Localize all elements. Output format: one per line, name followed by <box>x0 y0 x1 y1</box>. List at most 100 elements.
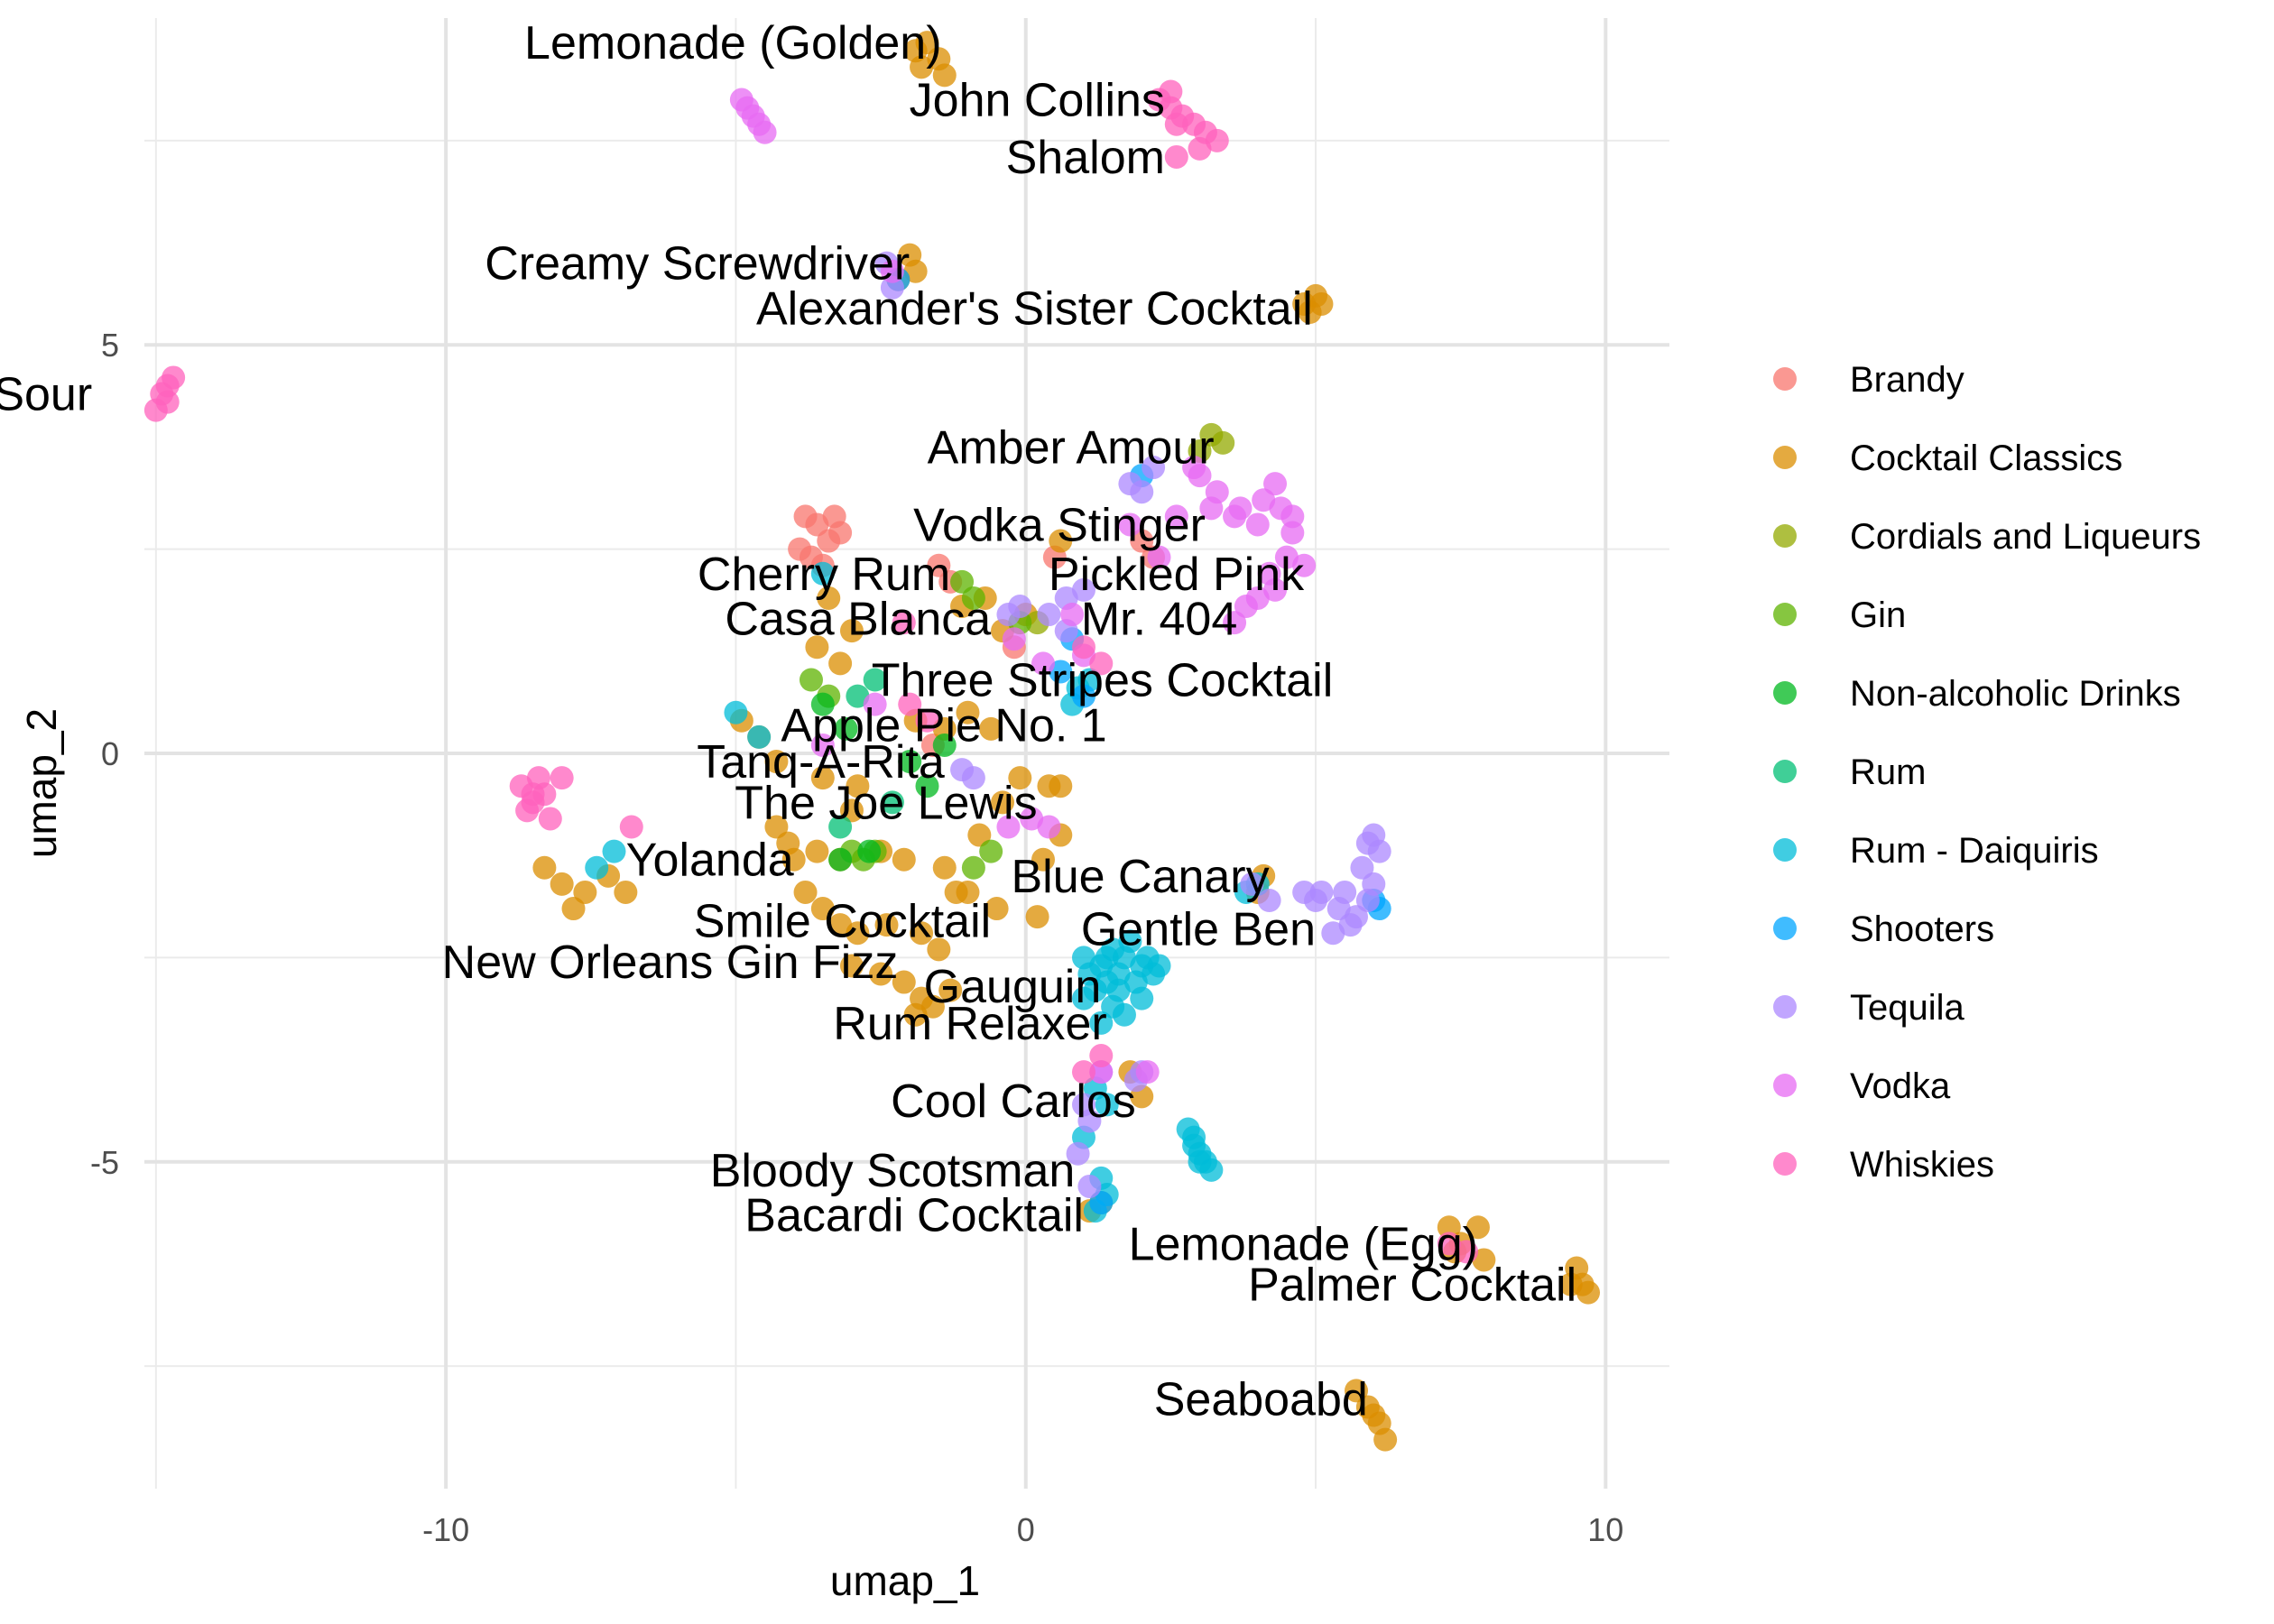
legend-label: Vodka <box>1850 1066 1951 1106</box>
data-point <box>1558 1272 1583 1296</box>
data-point <box>1223 504 1247 529</box>
data-point <box>903 39 928 63</box>
legend-key <box>1773 446 1797 469</box>
data-point <box>1020 807 1044 831</box>
data-point <box>1031 847 1056 872</box>
data-point <box>903 1002 928 1027</box>
data-point <box>1263 472 1288 496</box>
legend-label: Gin <box>1850 595 1906 635</box>
data-point <box>1142 456 1166 480</box>
data-point <box>1135 1060 1160 1084</box>
data-point <box>753 120 777 144</box>
data-point <box>863 692 887 716</box>
data-point <box>979 716 1003 741</box>
data-point <box>1338 913 1363 937</box>
point-label: Seaboabd <box>1154 1373 1368 1426</box>
data-point <box>1211 430 1235 455</box>
data-point <box>828 847 853 872</box>
data-point <box>1362 823 1386 847</box>
data-point <box>764 750 789 774</box>
y-tick-label: 5 <box>101 327 119 364</box>
x-axis-title: umap_1 <box>830 1557 980 1604</box>
data-point <box>932 733 957 757</box>
data-point <box>1071 1060 1095 1084</box>
data-point <box>585 855 609 880</box>
data-point <box>1089 1010 1114 1035</box>
data-point <box>1437 1232 1461 1256</box>
data-point <box>1576 1280 1601 1305</box>
data-point <box>880 275 904 300</box>
legend-item: Rum - Daiquiris <box>1773 831 2099 871</box>
x-tick-label: 0 <box>1017 1511 1035 1548</box>
data-point <box>1465 1215 1490 1240</box>
data-point <box>1280 521 1305 545</box>
legend-label: Brandy <box>1850 360 1964 400</box>
x-axis-ticks: -10 0 10 <box>422 1511 1623 1548</box>
legend: Brandy Cocktail Classics Cordials and Liqu… <box>1773 360 2201 1185</box>
data-point <box>846 774 870 798</box>
legend-item: Cocktail Classics <box>1773 438 2122 478</box>
data-point <box>550 872 574 896</box>
y-tick-label: 0 <box>101 735 119 772</box>
data-point <box>834 716 858 741</box>
data-point <box>1095 1093 1119 1117</box>
legend-key <box>1773 917 1797 940</box>
data-point <box>1345 1379 1369 1403</box>
data-point <box>1188 1149 1212 1174</box>
legend-item: Vodka <box>1773 1066 1951 1106</box>
point-label: Cherry Rum <box>698 549 950 601</box>
data-point <box>920 994 945 1019</box>
point-label: Lemonade (Golden) <box>524 17 942 69</box>
data-point <box>1292 880 1317 904</box>
point-label: The Joe Lewis <box>735 777 1037 829</box>
legend-key <box>1773 1152 1797 1176</box>
point-label: Jitterbug Sour <box>0 369 92 421</box>
point-label: Bloody Scotsman <box>710 1145 1076 1197</box>
data-point <box>950 758 975 782</box>
grid <box>144 18 1669 1489</box>
point-label: Lemonade (Egg) <box>1129 1218 1478 1270</box>
data-point <box>880 790 904 815</box>
data-point <box>1182 1125 1206 1149</box>
data-point <box>1071 577 1095 602</box>
data-point <box>817 586 841 610</box>
data-point <box>1077 1174 1102 1198</box>
data-point <box>1089 1044 1114 1068</box>
legend-key <box>1773 760 1797 783</box>
point-label: Mr. 404 <box>1081 594 1237 646</box>
data-point <box>892 611 916 635</box>
data-point <box>1240 872 1264 896</box>
data-point <box>880 259 904 283</box>
data-point <box>1037 815 1061 839</box>
data-point <box>1159 79 1183 104</box>
data-point <box>1164 112 1188 136</box>
data-point <box>961 855 985 880</box>
legend-label: Non-alcoholic Drinks <box>1850 674 2181 714</box>
data-point <box>1089 1060 1114 1084</box>
data-point <box>805 635 829 660</box>
data-point <box>1188 136 1212 161</box>
point-label: Palmer Cocktail <box>1248 1260 1576 1312</box>
data-point <box>1362 872 1386 896</box>
data-point <box>1071 986 1095 1010</box>
data-point <box>1257 889 1281 912</box>
legend-item: Tequila <box>1773 988 1965 1028</box>
legend-key <box>1773 603 1797 626</box>
data-point <box>956 700 980 724</box>
point-label: Casa Blanca <box>725 594 991 646</box>
data-point <box>1147 954 1171 978</box>
data-point <box>984 897 1009 921</box>
data-point <box>793 880 818 904</box>
data-point <box>956 880 980 904</box>
data-point <box>828 651 853 676</box>
point-label: Smile Cocktail <box>694 896 991 948</box>
data-point <box>932 716 957 741</box>
data-point <box>1362 1403 1386 1427</box>
data-point <box>573 880 597 904</box>
point-label: John Collins <box>910 75 1165 127</box>
data-point <box>822 504 846 529</box>
data-point <box>724 700 748 724</box>
data-point <box>810 733 835 757</box>
data-point <box>1089 1191 1114 1215</box>
data-point <box>996 815 1021 839</box>
